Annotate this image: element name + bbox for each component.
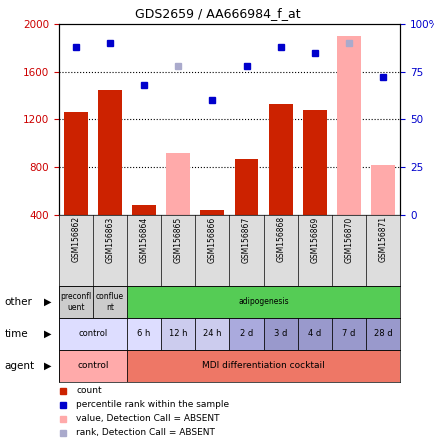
Text: 3 d: 3 d xyxy=(273,329,287,338)
Text: 7 d: 7 d xyxy=(342,329,355,338)
Text: time: time xyxy=(4,329,28,339)
Bar xyxy=(331,318,365,350)
Bar xyxy=(336,36,360,215)
Bar xyxy=(161,318,195,350)
Text: 2 d: 2 d xyxy=(240,329,253,338)
Bar xyxy=(200,210,224,215)
Bar xyxy=(234,159,258,215)
Text: 28 d: 28 d xyxy=(373,329,391,338)
Text: GSM156862: GSM156862 xyxy=(71,216,80,262)
Bar xyxy=(59,318,127,350)
Bar xyxy=(93,286,127,318)
Text: GSM156867: GSM156867 xyxy=(241,216,250,262)
Text: GSM156866: GSM156866 xyxy=(207,216,217,262)
Text: 6 h: 6 h xyxy=(137,329,151,338)
Bar xyxy=(59,350,127,382)
Bar xyxy=(297,318,331,350)
Text: 4 d: 4 d xyxy=(308,329,321,338)
Text: count: count xyxy=(76,386,102,396)
Text: control: control xyxy=(78,329,107,338)
Text: other: other xyxy=(4,297,32,307)
Text: rank, Detection Call = ABSENT: rank, Detection Call = ABSENT xyxy=(76,428,214,437)
Bar xyxy=(268,104,292,215)
Bar xyxy=(132,205,156,215)
Bar xyxy=(302,110,326,215)
Text: GSM156863: GSM156863 xyxy=(105,216,114,262)
Text: adipogenesis: adipogenesis xyxy=(238,297,288,306)
Text: GSM156871: GSM156871 xyxy=(378,216,387,262)
Bar xyxy=(64,112,88,215)
Text: agent: agent xyxy=(4,361,34,371)
Text: GDS2659 / AA666984_f_at: GDS2659 / AA666984_f_at xyxy=(135,7,299,20)
Bar xyxy=(127,318,161,350)
Bar xyxy=(127,350,399,382)
Text: value, Detection Call = ABSENT: value, Detection Call = ABSENT xyxy=(76,414,219,423)
Text: percentile rank within the sample: percentile rank within the sample xyxy=(76,400,229,409)
Bar xyxy=(166,153,190,215)
Text: preconfl
uent: preconfl uent xyxy=(60,292,91,312)
Bar xyxy=(195,318,229,350)
Bar xyxy=(98,90,122,215)
Text: GSM156869: GSM156869 xyxy=(309,216,319,262)
Bar xyxy=(127,286,399,318)
Text: GSM156865: GSM156865 xyxy=(173,216,182,262)
Text: ▶: ▶ xyxy=(44,329,52,339)
Text: 24 h: 24 h xyxy=(203,329,221,338)
Bar xyxy=(263,318,297,350)
Bar xyxy=(59,286,93,318)
Text: GSM156868: GSM156868 xyxy=(276,216,285,262)
Bar xyxy=(370,165,394,215)
Text: GSM156864: GSM156864 xyxy=(139,216,148,262)
Text: ▶: ▶ xyxy=(44,297,52,307)
Text: 12 h: 12 h xyxy=(168,329,187,338)
Text: GSM156870: GSM156870 xyxy=(344,216,353,262)
Bar xyxy=(229,318,263,350)
Text: conflue
nt: conflue nt xyxy=(95,292,124,312)
Text: MDI differentiation cocktail: MDI differentiation cocktail xyxy=(202,361,324,370)
Text: control: control xyxy=(77,361,108,370)
Bar xyxy=(365,318,399,350)
Text: ▶: ▶ xyxy=(44,361,52,371)
